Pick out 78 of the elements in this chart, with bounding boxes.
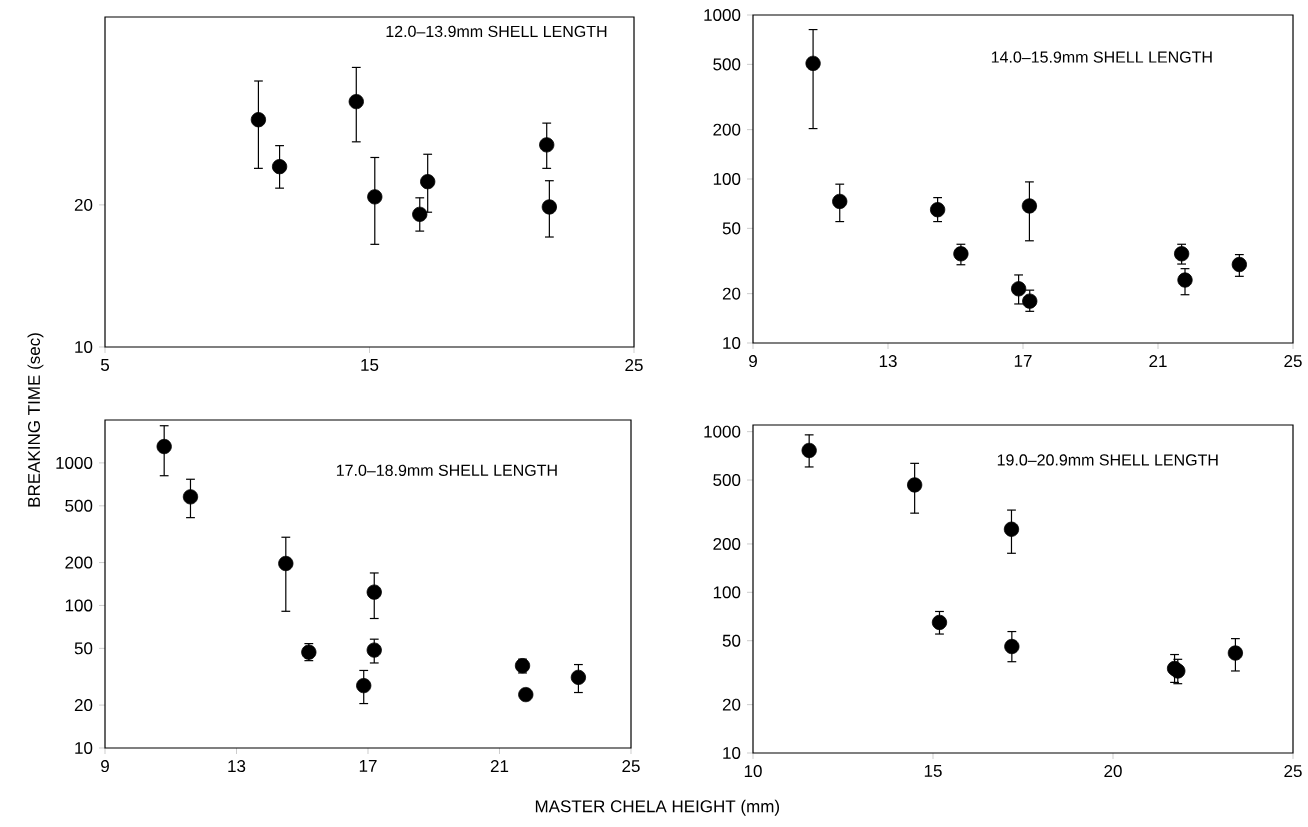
y-tick-label: 20	[74, 198, 93, 211]
y-tick-label: 20	[722, 698, 741, 711]
y-tick-label: 10	[723, 336, 741, 350]
point	[1177, 272, 1193, 288]
y-tick-label: 200	[713, 123, 741, 136]
point	[356, 678, 372, 694]
x-tick-label: 25	[625, 359, 643, 372]
x-tick-label: 21	[490, 760, 509, 772]
y-tick-label: 20	[74, 699, 93, 712]
point	[250, 112, 267, 128]
y-tick-label: 100	[65, 599, 93, 612]
point	[1011, 281, 1027, 297]
point	[805, 55, 821, 71]
point	[570, 669, 586, 685]
y-tick-label: 10	[723, 746, 741, 760]
x-tick-label: 25	[622, 760, 640, 773]
x-tick-label: 17	[1014, 355, 1032, 367]
y-tick-label: 200	[65, 556, 93, 569]
point	[366, 642, 382, 658]
y-axis-title: BREAKING TIME (sec)	[27, 333, 44, 507]
y-tick-label: 10	[75, 340, 93, 353]
point	[539, 137, 555, 153]
point	[907, 477, 923, 493]
point	[1021, 198, 1038, 214]
y-tick-label: 200	[713, 537, 741, 550]
x-axis-title: MASTER CHELA HEIGHT (mm)	[535, 799, 780, 816]
point	[953, 246, 969, 262]
x-tick-label: 9	[749, 355, 757, 368]
x-tick-label: 10	[744, 765, 762, 778]
y-tick-label: 20	[722, 287, 741, 300]
point	[930, 202, 946, 218]
point	[1170, 663, 1186, 679]
point	[1231, 256, 1247, 273]
point	[367, 189, 383, 205]
point	[931, 614, 948, 630]
point	[366, 584, 382, 600]
y-tick-label: 500	[713, 474, 741, 487]
point	[278, 555, 294, 572]
y-tick-label: 500	[65, 499, 93, 512]
point	[1004, 638, 1020, 655]
y-tick-label: 50	[722, 222, 741, 235]
x-tick-label: 9	[101, 760, 109, 773]
y-tick-label: 1000	[704, 8, 741, 22]
point	[801, 442, 817, 459]
y-tick-label: 500	[713, 58, 741, 71]
text: 17.0–18.9mm SHELL LENGTH	[336, 464, 557, 476]
x-tick-label: 15	[361, 359, 379, 371]
y-tick-label: 100	[713, 172, 741, 186]
text: 19.0–20.9mm SHELL LENGTH	[997, 454, 1218, 466]
point	[420, 174, 436, 190]
y-tick-label: 100	[713, 586, 741, 599]
point	[1227, 645, 1243, 661]
x-tick-label: 13	[879, 355, 897, 368]
y-tick-label: 50	[722, 634, 741, 647]
x-tick-label: 5	[100, 359, 110, 371]
point	[541, 199, 557, 215]
y-tick-label: 50	[74, 642, 93, 655]
x-tick-label: 25	[1284, 765, 1302, 778]
point	[518, 686, 534, 703]
point	[832, 193, 848, 210]
y-tick-label: 10	[75, 741, 93, 755]
point	[348, 93, 364, 110]
y-tick-label: 1000	[704, 425, 741, 438]
x-tick-label: 25	[1284, 355, 1302, 368]
chart-title: 12.0–13.9mm SHELL LENGTH	[386, 25, 607, 38]
point	[182, 489, 199, 505]
x-tick-label: 13	[228, 760, 246, 773]
point	[1022, 293, 1038, 309]
x-tick-label: 17	[359, 760, 377, 772]
point	[412, 206, 428, 222]
point	[1003, 521, 1020, 537]
point	[156, 438, 172, 455]
y-tick-label: 1000	[56, 456, 93, 469]
x-tick-label: 15	[924, 765, 942, 777]
x-tick-label: 21	[1149, 355, 1167, 367]
text: 14.0–15.9mm SHELL LENGTH	[991, 51, 1212, 63]
point	[271, 159, 288, 175]
x-tick-label: 20	[1104, 765, 1122, 778]
